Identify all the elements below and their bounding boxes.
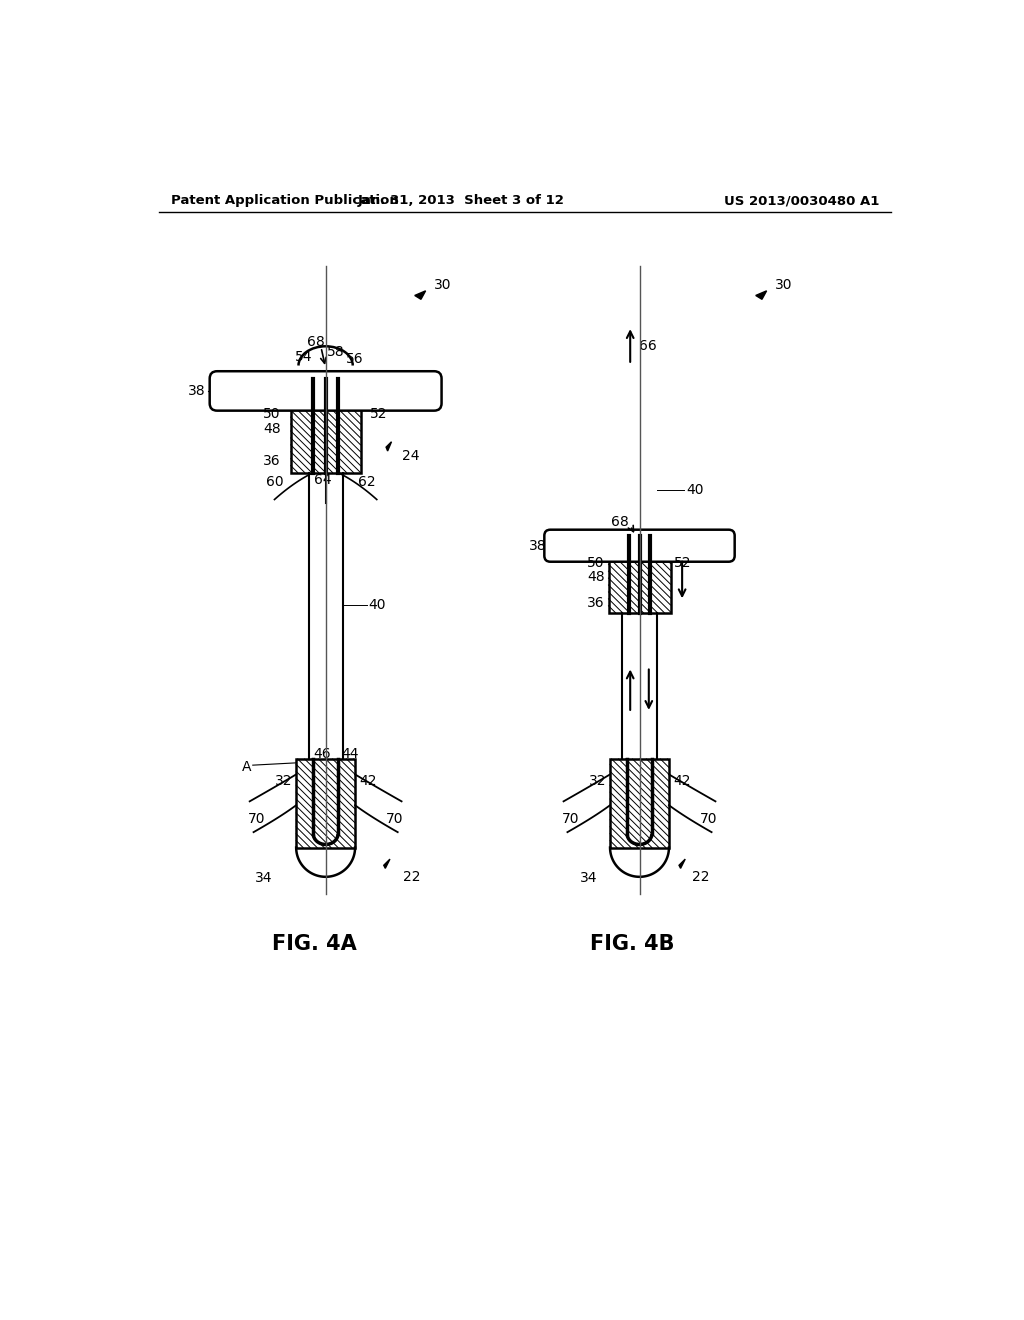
Text: 22: 22 <box>692 870 710 884</box>
Bar <box>608 536 671 612</box>
Text: 62: 62 <box>357 475 376 488</box>
Text: 58: 58 <box>327 346 344 359</box>
Text: 32: 32 <box>274 774 292 788</box>
Text: 38: 38 <box>187 384 206 397</box>
Text: FIG. 4A: FIG. 4A <box>271 933 356 954</box>
Text: US 2013/0030480 A1: US 2013/0030480 A1 <box>724 194 880 207</box>
Text: 44: 44 <box>342 747 359 760</box>
Bar <box>296 759 355 847</box>
FancyBboxPatch shape <box>545 529 734 562</box>
Text: 68: 68 <box>306 335 325 348</box>
Text: 38: 38 <box>528 540 547 553</box>
Text: 60: 60 <box>266 475 284 488</box>
Polygon shape <box>756 290 767 300</box>
Text: 40: 40 <box>686 483 703 496</box>
Text: A: A <box>242 760 251 774</box>
Text: 70: 70 <box>248 812 265 826</box>
Text: 36: 36 <box>587 597 604 610</box>
Bar <box>291 379 360 473</box>
Text: 50: 50 <box>587 557 604 570</box>
Text: 36: 36 <box>263 454 281 469</box>
Text: 30: 30 <box>775 279 793 293</box>
Polygon shape <box>415 290 426 300</box>
Polygon shape <box>384 859 390 869</box>
Text: 70: 70 <box>700 812 718 826</box>
Text: 52: 52 <box>675 557 692 570</box>
Text: 40: 40 <box>369 598 386 612</box>
Text: 66: 66 <box>640 338 657 352</box>
Text: 46: 46 <box>313 747 332 760</box>
Text: 56: 56 <box>345 351 364 366</box>
Text: 70: 70 <box>386 812 403 826</box>
Text: 48: 48 <box>587 570 604 585</box>
Text: 50: 50 <box>263 407 281 421</box>
Text: 68: 68 <box>611 515 629 529</box>
Text: 24: 24 <box>401 449 419 463</box>
Bar <box>610 759 669 847</box>
Text: 42: 42 <box>359 774 377 788</box>
Text: 70: 70 <box>561 812 579 826</box>
Text: 64: 64 <box>314 474 332 487</box>
Text: FIG. 4B: FIG. 4B <box>590 933 674 954</box>
Text: 32: 32 <box>589 774 606 788</box>
Text: 48: 48 <box>263 422 281 437</box>
Text: 34: 34 <box>255 871 272 886</box>
Text: 42: 42 <box>673 774 690 788</box>
Text: Jan. 31, 2013  Sheet 3 of 12: Jan. 31, 2013 Sheet 3 of 12 <box>357 194 564 207</box>
Text: 52: 52 <box>370 407 387 421</box>
Text: 54: 54 <box>295 350 312 364</box>
FancyBboxPatch shape <box>210 371 441 411</box>
Polygon shape <box>679 859 685 869</box>
Polygon shape <box>386 442 391 451</box>
Text: 34: 34 <box>581 871 598 886</box>
Text: 22: 22 <box>403 870 421 884</box>
Text: Patent Application Publication: Patent Application Publication <box>171 194 398 207</box>
Text: 30: 30 <box>434 279 452 293</box>
